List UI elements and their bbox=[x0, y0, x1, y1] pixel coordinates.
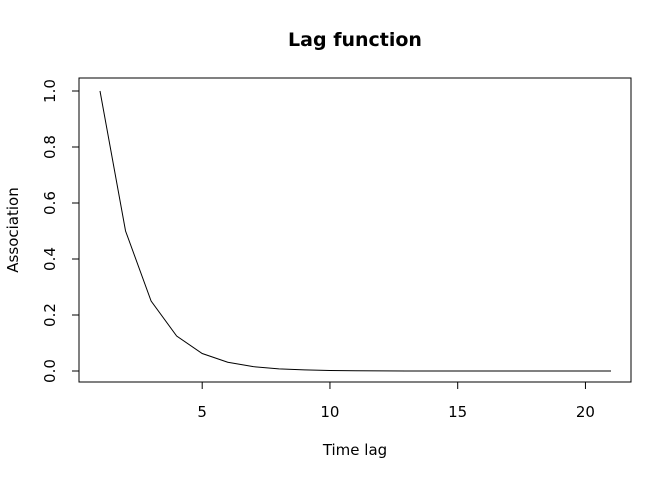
x-axis: 5 10 15 20 bbox=[197, 381, 595, 421]
y-axis: 0.0 0.2 0.4 0.6 0.8 1.0 bbox=[41, 79, 80, 383]
x-tick-label: 15 bbox=[448, 403, 467, 421]
x-tick-label: 10 bbox=[320, 403, 339, 421]
series-line bbox=[99, 90, 611, 372]
y-tick-label: 0.4 bbox=[41, 247, 59, 271]
y-tick-label: 0.0 bbox=[41, 359, 59, 383]
x-axis-label: Time lag bbox=[322, 441, 387, 459]
series-layer bbox=[99, 90, 611, 372]
y-tick-label: 0.8 bbox=[41, 135, 59, 159]
plot-frame bbox=[78, 77, 632, 383]
x-tick-label: 20 bbox=[576, 403, 595, 421]
x-tick-label: 5 bbox=[197, 403, 207, 421]
y-tick-label: 1.0 bbox=[41, 79, 59, 103]
y-axis-label: Association bbox=[4, 187, 22, 272]
y-tick-label: 0.2 bbox=[41, 303, 59, 327]
chart-title: Lag function bbox=[288, 29, 422, 51]
y-tick-label: 0.6 bbox=[41, 191, 59, 215]
